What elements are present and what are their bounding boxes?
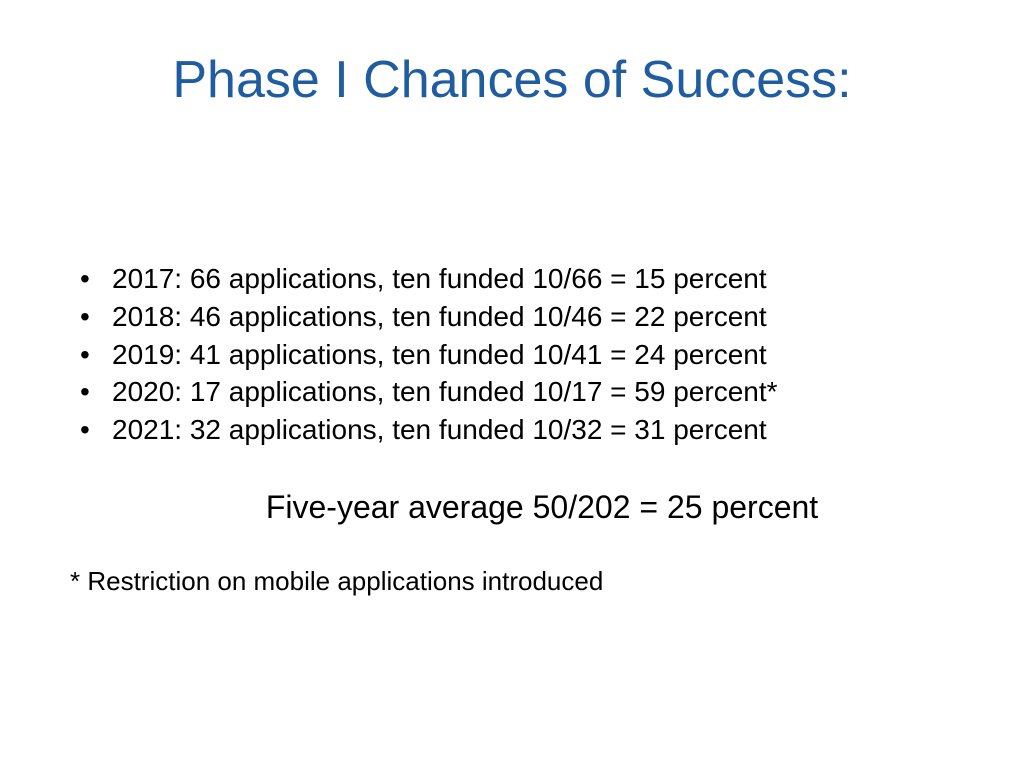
slide-title: Phase I Chances of Success:	[60, 50, 964, 110]
slide-container: Phase I Chances of Success: 2017: 66 app…	[0, 0, 1024, 768]
list-item: 2018: 46 applications, ten funded 10/46 …	[80, 298, 964, 336]
list-item: 2019: 41 applications, ten funded 10/41 …	[80, 336, 964, 374]
list-item: 2021: 32 applications, ten funded 10/32 …	[80, 411, 964, 449]
list-item: 2017: 66 applications, ten funded 10/66 …	[80, 260, 964, 298]
bullet-list: 2017: 66 applications, ten funded 10/66 …	[60, 260, 964, 449]
list-item: 2020: 17 applications, ten funded 10/17 …	[80, 373, 964, 411]
footnote-line: * Restriction on mobile applications int…	[60, 566, 964, 597]
summary-line: Five-year average 50/202 = 25 percent	[60, 489, 964, 526]
